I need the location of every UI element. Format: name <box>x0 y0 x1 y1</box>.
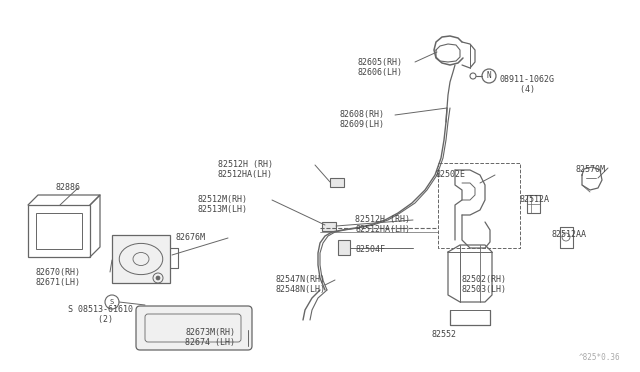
Text: (4): (4) <box>500 85 535 94</box>
Text: 82512H (RH): 82512H (RH) <box>218 160 273 169</box>
Bar <box>112 235 170 283</box>
Text: 82512HA(LH): 82512HA(LH) <box>355 225 410 234</box>
Bar <box>322 222 336 231</box>
Text: S 08513-61610: S 08513-61610 <box>68 305 133 314</box>
Text: N: N <box>486 71 492 80</box>
Text: 82606(LH): 82606(LH) <box>358 68 403 77</box>
Text: 82670(RH): 82670(RH) <box>35 268 80 277</box>
Text: 82570M: 82570M <box>575 165 605 174</box>
Text: ^825*0.36: ^825*0.36 <box>579 353 620 362</box>
Text: 82502(RH): 82502(RH) <box>462 275 507 284</box>
Text: S: S <box>110 299 114 305</box>
Bar <box>36 213 82 249</box>
Text: 82512AA: 82512AA <box>552 230 587 239</box>
Text: 82503(LH): 82503(LH) <box>462 285 507 294</box>
Text: 82504F: 82504F <box>355 245 385 254</box>
Text: 82609(LH): 82609(LH) <box>340 120 385 129</box>
Text: 82548N(LH): 82548N(LH) <box>275 285 325 294</box>
Circle shape <box>156 276 160 280</box>
Text: 82608(RH): 82608(RH) <box>340 110 385 119</box>
Text: 82547N(RH): 82547N(RH) <box>275 275 325 284</box>
Bar <box>28 205 90 257</box>
Text: 08911-1062G: 08911-1062G <box>500 75 555 84</box>
Text: 82605(RH): 82605(RH) <box>358 58 403 67</box>
Text: 82512H (RH): 82512H (RH) <box>355 215 410 224</box>
Text: 82552: 82552 <box>432 330 457 339</box>
Text: 82673M(RH): 82673M(RH) <box>185 328 235 337</box>
Text: (2): (2) <box>68 315 113 324</box>
Text: 82513M(LH): 82513M(LH) <box>198 205 248 214</box>
Text: 82886: 82886 <box>55 183 80 192</box>
Bar <box>338 240 350 255</box>
Text: 82674 (LH): 82674 (LH) <box>185 338 235 347</box>
FancyBboxPatch shape <box>136 306 252 350</box>
Bar <box>330 178 344 187</box>
Text: 82671(LH): 82671(LH) <box>35 278 80 287</box>
Text: 82512HA(LH): 82512HA(LH) <box>218 170 273 179</box>
Text: 82512A: 82512A <box>520 195 550 204</box>
Text: 82676M: 82676M <box>175 233 205 242</box>
Text: 82512M(RH): 82512M(RH) <box>198 195 248 204</box>
Text: 82502E: 82502E <box>435 170 465 179</box>
